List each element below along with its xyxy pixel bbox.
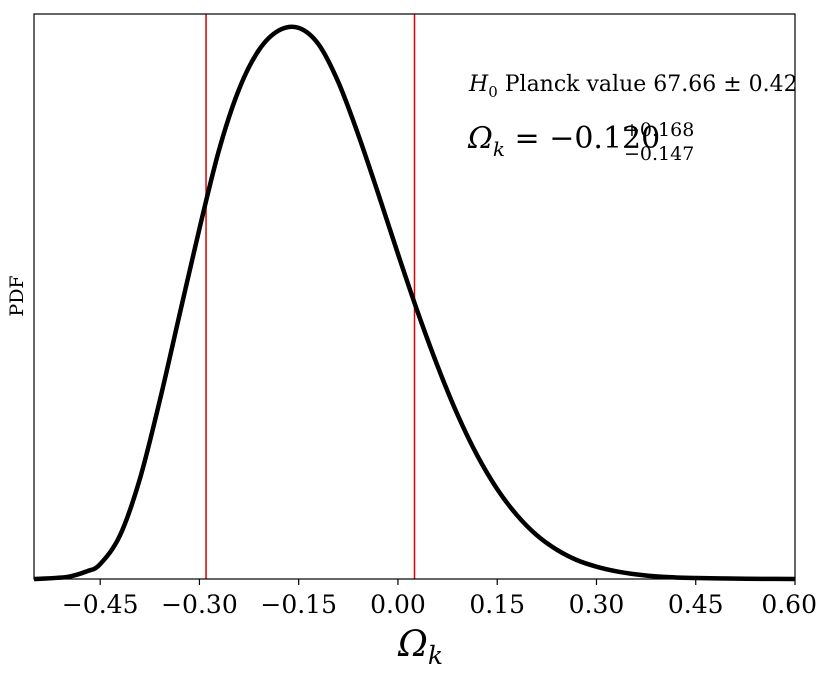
annotation-h0: H0 Planck value 67.66 ± 0.42 [468, 72, 798, 101]
annotation-lower-error: −0.147 [624, 143, 694, 165]
plot-frame [33, 13, 796, 580]
x-tick-label: 0.00 [370, 590, 426, 619]
x-axis-label: Ωk [397, 624, 443, 670]
y-axis-label: PDF [6, 275, 28, 316]
x-tick-label: −0.15 [260, 590, 337, 619]
x-tick-label: −0.45 [62, 590, 139, 619]
x-tick-label: 0.15 [469, 590, 525, 619]
x-tick-label: −0.30 [161, 590, 238, 619]
x-tick-label: 0.60 [761, 590, 817, 619]
plot-layer [33, 14, 796, 582]
pdf-curve-1 [33, 24, 796, 582]
x-axis-ticks: −0.45 −0.30 −0.15 0.00 0.15 0.30 0.45 0.60 [62, 579, 817, 619]
x-tick-label: 0.30 [569, 590, 625, 619]
x-tick-label: 0.45 [668, 590, 724, 619]
annotation-omega-k: Ωk = −0.120 [467, 121, 660, 161]
annotation-upper-error: +0.168 [624, 119, 694, 141]
